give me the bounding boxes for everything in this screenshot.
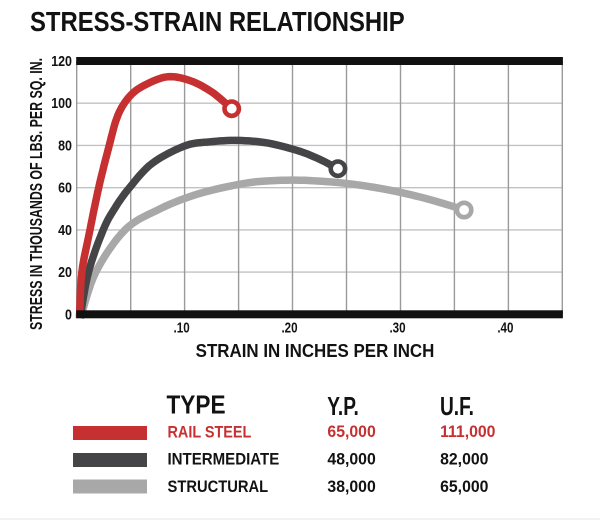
svg-text:82,000: 82,000: [440, 450, 488, 469]
svg-text:TYPE: TYPE: [167, 391, 226, 420]
svg-text:Y.P.: Y.P.: [327, 392, 359, 420]
svg-text:STRESS-STRAIN RELATIONSHIP: STRESS-STRAIN RELATIONSHIP: [30, 8, 405, 38]
svg-text:RAIL STEEL: RAIL STEEL: [168, 424, 252, 442]
svg-text:.20: .20: [281, 319, 297, 336]
svg-text:U.F.: U.F.: [440, 392, 474, 420]
svg-text:100: 100: [51, 95, 72, 111]
svg-text:STRESS IN THOUSANDS OF LBS. PE: STRESS IN THOUSANDS OF LBS. PER SQ. IN.: [27, 58, 47, 330]
svg-text:STRAIN IN INCHES PER INCH: STRAIN IN INCHES PER INCH: [196, 340, 435, 361]
svg-text:65,000: 65,000: [440, 478, 488, 497]
svg-text:INTERMEDIATE: INTERMEDIATE: [168, 451, 280, 469]
svg-text:65,000: 65,000: [327, 422, 375, 441]
svg-text:120: 120: [51, 53, 72, 69]
svg-text:60: 60: [58, 180, 72, 196]
svg-text:48,000: 48,000: [327, 450, 375, 469]
svg-text:.10: .10: [174, 319, 190, 336]
svg-text:111,000: 111,000: [440, 422, 495, 441]
svg-text:40: 40: [58, 222, 72, 238]
svg-text:STRUCTURAL: STRUCTURAL: [168, 479, 269, 497]
svg-text:80: 80: [58, 138, 72, 154]
svg-text:0: 0: [65, 306, 72, 322]
svg-text:20: 20: [58, 264, 72, 280]
svg-text:.40: .40: [497, 319, 513, 336]
svg-text:38,000: 38,000: [327, 478, 375, 497]
svg-text:.30: .30: [389, 319, 405, 336]
